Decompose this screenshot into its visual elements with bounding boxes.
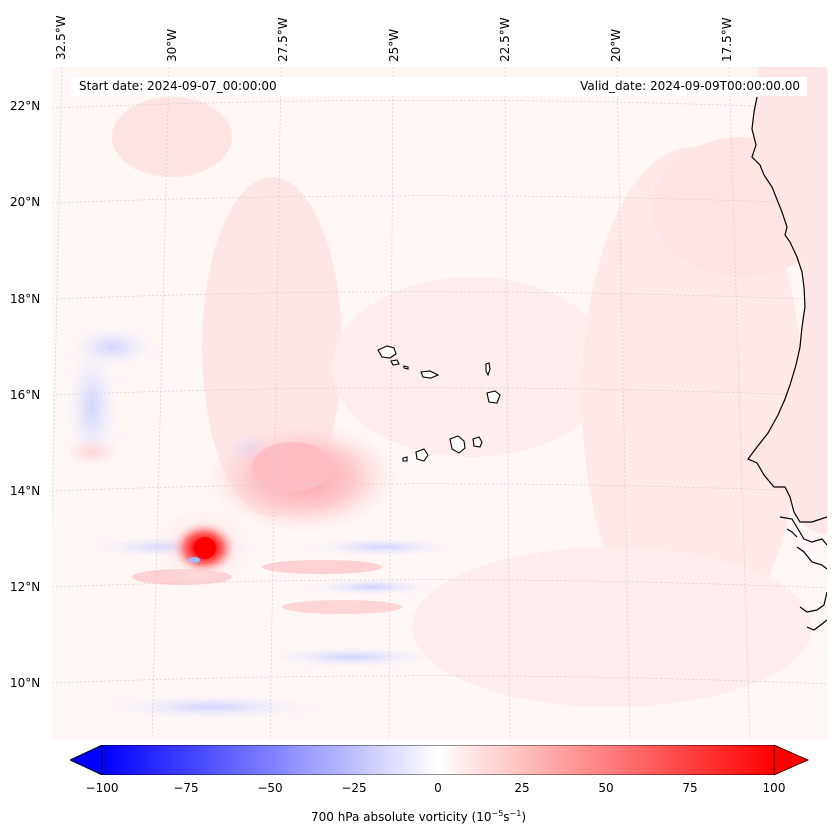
lat-label-10n: 10°N: [10, 676, 41, 690]
vorticity-maximum: [194, 537, 216, 559]
lon-label-17-5w: 17.5°W: [720, 17, 734, 62]
valid-date-label: Valid_date: 2024-09-09T00:00:00.00: [580, 79, 800, 93]
lat-label-22n: 22°N: [10, 99, 41, 113]
lon-label-25w: 25°W: [387, 28, 401, 62]
colorbar-tick-minus100: −100: [85, 781, 119, 795]
vorticity-map: [52, 67, 827, 740]
colorbar-tick-100: 100: [762, 781, 786, 795]
colorbar-label-end: ): [521, 810, 527, 824]
lon-label-27-5w: 27.5°W: [276, 17, 290, 62]
colorbar-label-mid: s: [503, 810, 510, 824]
colorbar-min-arrow: [70, 745, 103, 775]
lon-label-30w: 30°W: [165, 28, 179, 62]
cape-verde-islands: [377, 345, 501, 462]
lat-label-12n: 12°N: [10, 580, 41, 594]
colorbar-tick-minus75: −75: [173, 781, 199, 795]
lat-label-16n: 16°N: [10, 388, 41, 402]
lon-label-32-5w: 32.5°W: [54, 15, 68, 60]
colorbar-tick-25: 25: [514, 781, 530, 795]
colorbar-tick-minus25: −25: [341, 781, 367, 795]
colorbar-label: 700 hPa absolute vorticity (10−5s−1): [0, 809, 837, 824]
lon-label-22-5w: 22.5°W: [498, 17, 512, 62]
colorbar-tick-0: 0: [434, 781, 442, 795]
lat-label-14n: 14°N: [10, 484, 41, 498]
colorbar-tick-50: 50: [598, 781, 614, 795]
lat-label-20n: 20°N: [10, 195, 41, 209]
graticule: [52, 67, 827, 740]
vorticity-negative-band: [112, 695, 312, 719]
colorbar-max-arrow: [773, 745, 809, 775]
colorbar-tick-minus50: −50: [257, 781, 283, 795]
lat-label-18n: 18°N: [10, 292, 41, 306]
start-date-label: Start date: 2024-09-07_00:00:00: [79, 79, 277, 93]
colorbar-gradient: [101, 745, 775, 775]
lon-label-20w: 20°W: [609, 28, 623, 62]
colorbar: [70, 745, 809, 775]
colorbar-label-exp1: −5: [491, 809, 504, 818]
colorbar-tick-75: 75: [682, 781, 698, 795]
info-bar: [71, 77, 807, 96]
west-africa-land: [749, 67, 827, 535]
west-africa-coastline: [747, 96, 827, 631]
colorbar-label-main: 700 hPa absolute vorticity (10: [310, 810, 492, 824]
map-panel[interactable]: [52, 67, 827, 740]
colorbar-label-exp2: −1: [509, 809, 522, 818]
